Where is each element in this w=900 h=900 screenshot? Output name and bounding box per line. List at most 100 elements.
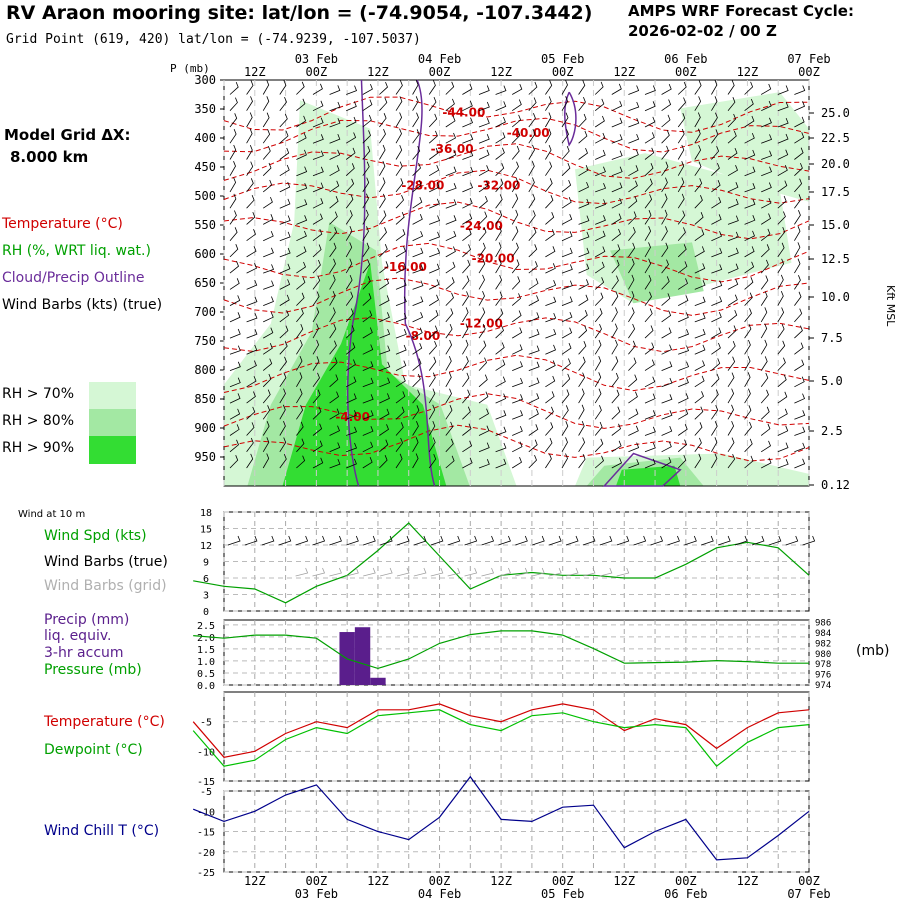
- model-grid-label: Model Grid ΔX:: [4, 126, 131, 144]
- wind-barb-386: [246, 263, 258, 274]
- wind-barb-675: [395, 391, 406, 404]
- wind-barb-294: [462, 213, 473, 225]
- wind-barb-248: [279, 198, 291, 209]
- wind-barb-277: [761, 197, 772, 209]
- rh-shade-region-8: [615, 465, 681, 486]
- wind-barb-491: [246, 312, 258, 323]
- wind-barb-765: [727, 420, 735, 436]
- wind-barb-596: [246, 360, 257, 371]
- wind-barb-794: [628, 442, 640, 453]
- wind-barb-100: [727, 113, 737, 128]
- wind-barb-208: [777, 165, 788, 177]
- wind-barb-111: [329, 133, 341, 144]
- wind-barb-428: [362, 276, 371, 290]
- wind-barb-284: [296, 215, 308, 225]
- wind-barb-82: [428, 113, 438, 128]
- wind-barb-531: [329, 323, 337, 339]
- wind-barb-373: [611, 244, 621, 258]
- wind-barb-84: [462, 117, 474, 128]
- wind-barb-555: [727, 325, 737, 339]
- wind-barb-590: [727, 340, 736, 355]
- wind-barb-242: [761, 182, 772, 193]
- wind-barb-163: [611, 150, 623, 160]
- wind-barb-492: [263, 312, 274, 323]
- bottom-hour-label-8: 12Z: [737, 874, 759, 888]
- wind-barb-350: [229, 244, 239, 258]
- wind-barb-240: [727, 182, 739, 193]
- wind-barb-33: [777, 85, 789, 95]
- wind-barb-448: [694, 280, 706, 290]
- wind-barb-339: [628, 226, 636, 241]
- wind-barb-97: [677, 113, 686, 128]
- wind-barb-424: [296, 277, 306, 290]
- wind-barb-200: [644, 163, 654, 176]
- wind-barb-800: [727, 437, 735, 453]
- temperature-contour-4: [223, 201, 810, 240]
- wind-barb-527: [263, 327, 274, 339]
- wind-barb-595: [229, 361, 241, 371]
- wind-barb-354: [296, 246, 307, 258]
- wind-barb-757: [594, 421, 603, 436]
- wind-barb-21: [578, 80, 586, 95]
- wind-barb-282: [263, 214, 274, 225]
- pressure-tick-label-300: 300: [194, 73, 216, 87]
- wind-barb-674: [379, 393, 390, 404]
- wind-barb-803: [777, 442, 789, 453]
- wind-barb-345: [727, 231, 739, 242]
- wind-barb-22: [594, 81, 604, 95]
- wind-barb-145: [312, 150, 324, 160]
- temperature-label: Temperature (°C): [44, 714, 165, 730]
- windchill-label: Wind Chill T (°C): [44, 823, 160, 839]
- wind-barb-44: [379, 97, 388, 111]
- wind-barb-357: [345, 242, 353, 258]
- wind-barb-218: [362, 177, 370, 193]
- wind-barb-787: [512, 441, 523, 453]
- wind-barb-519: [711, 311, 722, 323]
- wind-barb-28: [694, 80, 702, 95]
- precip-panel-ytick-5: 0.0: [197, 681, 215, 692]
- wind-barb-219: [379, 177, 386, 193]
- wind-barb-804: [794, 442, 806, 453]
- wind-barb-698: [777, 391, 788, 404]
- wind-barb-664: [794, 376, 805, 388]
- wind-barb-281: [246, 211, 256, 225]
- wind-barb-818: [445, 455, 455, 469]
- wind-barb-455: [229, 295, 241, 306]
- wind-barb-581: [578, 340, 587, 355]
- wind-barb-476: [578, 294, 589, 306]
- wind-barb-677: [428, 388, 436, 404]
- wind-barb-275: [727, 198, 739, 209]
- pressure-ytick-6: 974: [815, 681, 831, 691]
- wind-barb-187: [428, 164, 440, 177]
- wind-barb-627: [760, 356, 768, 371]
- temperature-contour-label-6: -20.00: [472, 252, 515, 266]
- wind-barb-634: [296, 372, 303, 388]
- wind-barb-739: [296, 421, 304, 436]
- precip-panel-frame: [223, 619, 810, 686]
- wind-barb-172: [761, 150, 773, 160]
- wind-barb-98: [694, 112, 701, 128]
- wind-barb-759: [628, 425, 639, 436]
- wind-barb-661: [744, 372, 751, 388]
- wind-barb-80: [395, 112, 403, 128]
- surface-wind-barb-grid-8: [363, 567, 376, 577]
- wind-barb-453: [777, 274, 784, 290]
- wind-barb-77: [346, 116, 357, 128]
- wind-barb-144: [296, 149, 307, 160]
- wind-barb-835: [727, 454, 736, 469]
- wind-barb-597: [262, 358, 273, 371]
- bottom-date-label-0: 03 Feb: [295, 887, 338, 900]
- wind-barb-332: [511, 226, 519, 241]
- temp-panel-ytick-2: -15: [197, 777, 215, 788]
- wind-barb-808: [279, 453, 287, 469]
- windchill-panel-ytick-1: -10: [197, 807, 215, 818]
- wind-barb-341: [661, 226, 668, 241]
- wind-barb-150: [395, 144, 403, 160]
- wind-barb-490: [229, 312, 241, 323]
- wind-barb-629: [794, 359, 805, 371]
- wind-barb-25: [644, 85, 656, 95]
- wind-barb-147: [345, 147, 356, 160]
- wind-barb-633: [279, 372, 287, 388]
- wind-barb-209: [794, 162, 803, 176]
- wind-barb-508: [528, 312, 540, 323]
